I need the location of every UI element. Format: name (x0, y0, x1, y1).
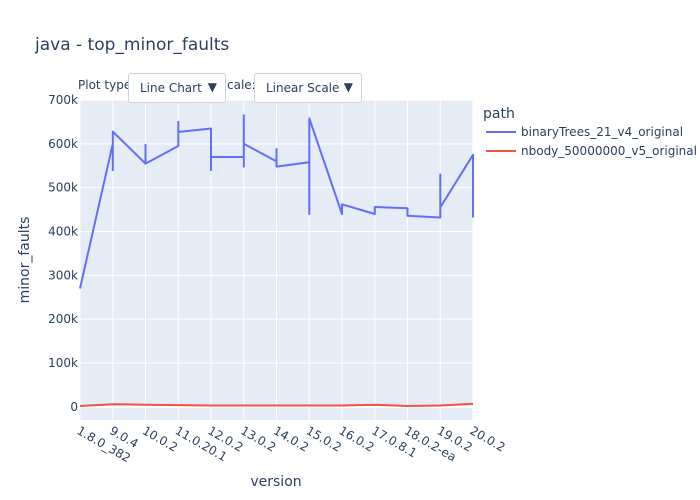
legend-title: path (483, 106, 515, 122)
plot-type-value: Line Chart (140, 81, 202, 95)
x-tick-label: 16.0.2 (337, 423, 377, 454)
x-axis-title: version (250, 474, 301, 490)
x-tick-label: 15.0.2 (304, 423, 344, 454)
series-line-binaryTrees_21_v4_original (79, 114, 474, 289)
y-tick-label: 400k (48, 225, 78, 239)
chevron-down-icon: ▼ (343, 80, 353, 94)
y-axis-title: minor_faults (17, 217, 33, 304)
x-tick-label: 10.0.2 (140, 423, 180, 454)
y-tick-label: 700k (48, 93, 78, 107)
series-layer (79, 114, 474, 407)
grid-lines (79, 99, 474, 420)
chevron-down-icon: ▼ (207, 80, 217, 94)
y-tick-label: 100k (48, 356, 78, 370)
legend-label: binaryTrees_21_v4_original (521, 125, 683, 139)
x-tick-label: 13.0.2 (238, 423, 278, 454)
y-tick-label: 0 (70, 400, 78, 414)
plot-type-dropdown[interactable]: Line Chart ▼ (128, 73, 226, 103)
y-axis-ticks: 0 100k 200k 300k 400k 500k 600k 700k (48, 93, 78, 414)
y-tick-label: 600k (48, 137, 78, 151)
scale-label: cale: (227, 78, 256, 92)
x-tick-label: 20.0.2 (468, 423, 508, 454)
legend: path binaryTrees_21_v4_original nbody_500… (483, 106, 697, 158)
y-tick-label: 200k (48, 312, 78, 326)
legend-items: binaryTrees_21_v4_original nbody_50000000… (486, 125, 697, 158)
scale-dropdown[interactable]: Linear Scale ▼ (254, 73, 362, 103)
y-tick-label: 500k (48, 181, 78, 195)
series-line-nbody_50000000_v5_original (79, 402, 474, 407)
y-tick-label: 300k (48, 268, 78, 282)
x-tick-label: 14.0.2 (271, 423, 311, 454)
chart-title: java - top_minor_faults (34, 35, 229, 55)
legend-label: nbody_50000000_v5_original (521, 144, 697, 158)
scale-value: Linear Scale (266, 81, 340, 95)
plot-type-label: Plot type (78, 78, 132, 92)
